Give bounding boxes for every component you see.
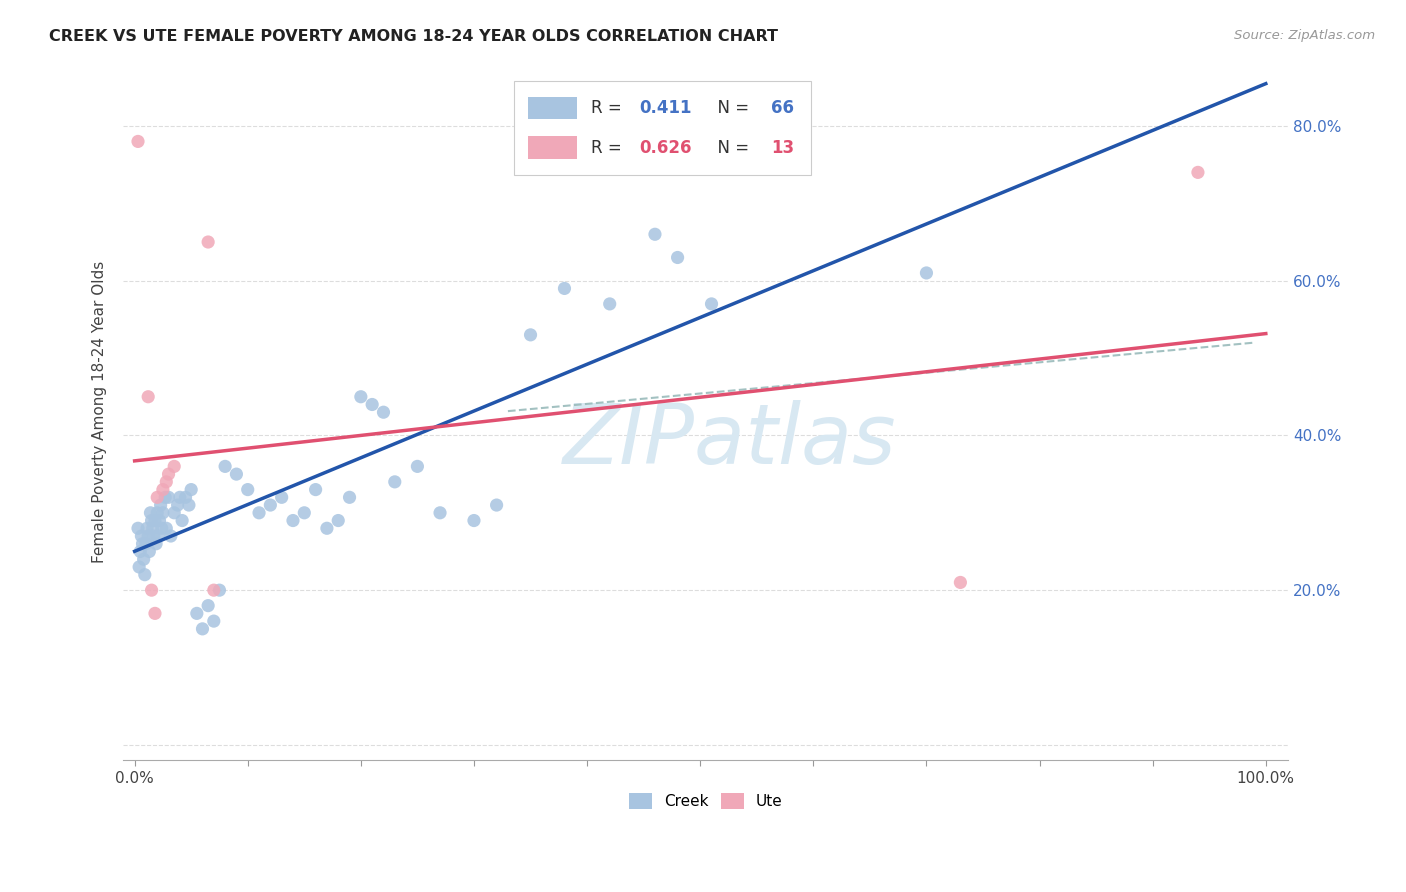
- Point: [135, 537, 157, 551]
- Legend: Creek, Ute: Creek, Ute: [623, 788, 789, 815]
- Point: [186, 607, 208, 621]
- Point: [361, 397, 384, 411]
- Point: [146, 506, 169, 520]
- Point: [136, 521, 159, 535]
- FancyBboxPatch shape: [513, 81, 811, 176]
- Point: [131, 529, 153, 543]
- Point: [915, 266, 938, 280]
- Text: Source: ZipAtlas.com: Source: ZipAtlas.com: [1234, 29, 1375, 42]
- Point: [485, 498, 508, 512]
- Point: [132, 552, 155, 566]
- Point: [174, 491, 197, 505]
- Point: [141, 583, 163, 598]
- Point: [136, 529, 159, 543]
- Point: [304, 483, 326, 497]
- Point: [259, 498, 281, 512]
- Point: [406, 459, 429, 474]
- Bar: [527, 97, 576, 119]
- Point: [202, 614, 225, 628]
- Point: [150, 521, 173, 535]
- Point: [139, 506, 162, 520]
- Point: [180, 483, 202, 497]
- Point: [208, 583, 231, 598]
- Text: CREEK VS UTE FEMALE POVERTY AMONG 18-24 YEAR OLDS CORRELATION CHART: CREEK VS UTE FEMALE POVERTY AMONG 18-24 …: [49, 29, 778, 44]
- Point: [131, 537, 153, 551]
- Text: ZIPatlas: ZIPatlas: [562, 400, 896, 481]
- Point: [128, 560, 150, 574]
- Point: [191, 622, 214, 636]
- Point: [152, 483, 174, 497]
- Point: [142, 529, 165, 543]
- Point: [316, 521, 339, 535]
- Point: [159, 529, 181, 543]
- Point: [197, 599, 219, 613]
- Point: [155, 521, 177, 535]
- Point: [384, 475, 406, 489]
- Point: [270, 491, 292, 505]
- Point: [519, 327, 541, 342]
- Point: [247, 506, 270, 520]
- Point: [157, 491, 180, 505]
- Point: [157, 467, 180, 482]
- Point: [599, 297, 621, 311]
- Point: [172, 514, 194, 528]
- Point: [141, 514, 163, 528]
- Text: 0.626: 0.626: [640, 138, 692, 157]
- Point: [129, 544, 152, 558]
- Point: [429, 506, 451, 520]
- Point: [163, 506, 186, 520]
- Text: 0.411: 0.411: [640, 99, 692, 117]
- Point: [292, 506, 315, 520]
- Point: [328, 514, 350, 528]
- Point: [145, 537, 167, 551]
- Point: [666, 251, 689, 265]
- Point: [177, 498, 200, 512]
- Text: N =: N =: [707, 99, 755, 117]
- Point: [281, 514, 304, 528]
- Point: [153, 491, 176, 505]
- Point: [214, 459, 236, 474]
- Point: [146, 491, 169, 505]
- Point: [138, 544, 160, 558]
- Point: [553, 281, 575, 295]
- Point: [142, 521, 165, 535]
- Point: [202, 583, 225, 598]
- Point: [127, 135, 149, 149]
- Y-axis label: Female Poverty Among 18-24 Year Olds: Female Poverty Among 18-24 Year Olds: [93, 261, 107, 564]
- Point: [143, 607, 166, 621]
- Point: [152, 506, 174, 520]
- Point: [148, 529, 170, 543]
- Text: R =: R =: [591, 99, 627, 117]
- Point: [197, 235, 219, 249]
- Point: [236, 483, 259, 497]
- Text: 13: 13: [770, 138, 794, 157]
- Point: [148, 514, 170, 528]
- Text: 66: 66: [770, 99, 794, 117]
- Text: R =: R =: [591, 138, 627, 157]
- Point: [225, 467, 247, 482]
- Point: [1187, 165, 1209, 179]
- Point: [463, 514, 485, 528]
- Point: [339, 491, 361, 505]
- Point: [163, 459, 186, 474]
- Point: [143, 514, 166, 528]
- Point: [949, 575, 972, 590]
- Text: N =: N =: [707, 138, 755, 157]
- Point: [166, 498, 188, 512]
- Point: [155, 475, 177, 489]
- Bar: [527, 136, 576, 159]
- Point: [169, 491, 191, 505]
- Point: [700, 297, 723, 311]
- Point: [373, 405, 395, 419]
- Point: [644, 227, 666, 242]
- Point: [136, 390, 159, 404]
- Point: [127, 521, 149, 535]
- Point: [149, 498, 172, 512]
- Point: [134, 567, 156, 582]
- Point: [350, 390, 373, 404]
